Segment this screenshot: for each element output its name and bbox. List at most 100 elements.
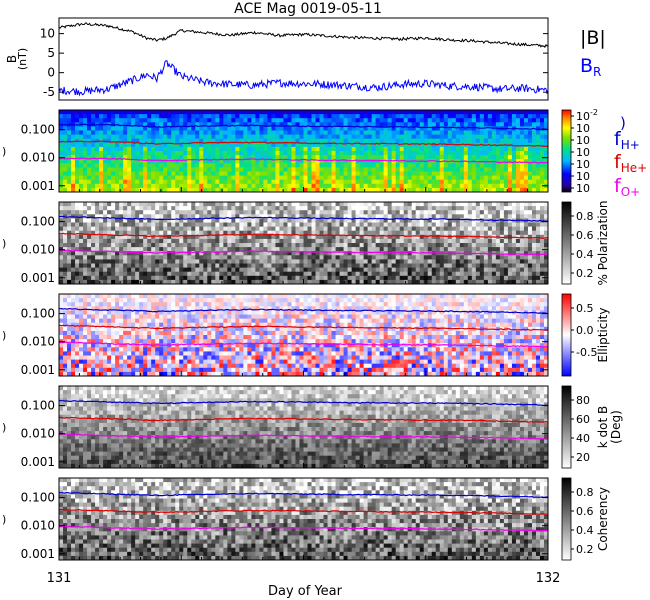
heatmap-cell xyxy=(335,130,341,136)
heatmap-cell xyxy=(119,222,124,228)
heatmap-cell xyxy=(539,279,545,285)
heatmap-cell xyxy=(531,279,537,285)
heatmap-cell xyxy=(403,255,409,260)
heatmap-cell xyxy=(135,234,140,240)
heatmap-cell xyxy=(383,218,389,223)
heatmap-cell xyxy=(143,279,148,285)
heatmap-cell xyxy=(195,171,200,177)
heatmap-cell xyxy=(503,247,509,252)
heatmap-cell xyxy=(407,206,413,211)
heatmap-cell xyxy=(319,222,325,228)
heatmap-cell xyxy=(239,267,244,273)
heatmap-cell xyxy=(367,151,373,156)
heatmap-cell xyxy=(515,259,521,264)
heatmap-cell xyxy=(499,275,505,281)
heatmap-cell xyxy=(235,230,240,236)
heatmap-cell xyxy=(143,171,148,177)
heatmap-cell xyxy=(175,234,180,240)
heatmap-cell xyxy=(75,234,80,240)
heatmap-cell xyxy=(195,230,200,236)
heatmap-cell xyxy=(519,167,525,172)
heatmap-cell xyxy=(323,234,329,240)
heatmap-cell xyxy=(463,175,469,181)
heatmap-cell xyxy=(359,175,365,181)
y-tick-label: 0.010 xyxy=(21,151,55,165)
heatmap-cell xyxy=(523,175,529,181)
heatmap-cell xyxy=(311,238,317,244)
heatmap-cell xyxy=(295,247,300,252)
heatmap-cell xyxy=(391,138,397,144)
heatmap-cell xyxy=(391,279,397,285)
heatmap-cell xyxy=(515,183,521,189)
heatmap-cell xyxy=(175,175,180,181)
heatmap-cell xyxy=(475,126,481,131)
heatmap-cell xyxy=(311,151,317,156)
heatmap-cell xyxy=(255,151,260,156)
heatmap-cell xyxy=(343,222,349,228)
heatmap-cell xyxy=(267,259,272,264)
heatmap-cell xyxy=(299,214,304,219)
heatmap-cell xyxy=(299,226,304,232)
heatmap-cell xyxy=(387,206,393,211)
heatmap-cell xyxy=(455,238,461,244)
heatmap-cell xyxy=(511,210,517,215)
heatmap-cell xyxy=(79,114,84,119)
heatmap-cell xyxy=(131,118,136,123)
heatmap-cell xyxy=(327,255,333,260)
heatmap-cell xyxy=(355,179,361,185)
heatmap-cell xyxy=(427,243,433,248)
heatmap-cell xyxy=(223,271,228,277)
heatmap-cell xyxy=(259,222,264,228)
heatmap-cell xyxy=(227,267,232,273)
heatmap-cell xyxy=(59,263,64,269)
heatmap-cell xyxy=(295,126,300,131)
heatmap-cell xyxy=(507,118,513,123)
heatmap-cell xyxy=(219,155,224,160)
heatmap-cell xyxy=(527,234,533,240)
heatmap-cell xyxy=(231,206,236,211)
heatmap-cell xyxy=(279,214,284,219)
heatmap-cell xyxy=(295,187,300,193)
heatmap-cell xyxy=(263,163,268,168)
heatmap-cell xyxy=(395,279,401,285)
heatmap-cell xyxy=(239,238,244,244)
heatmap-cell xyxy=(211,218,216,223)
heatmap-cell xyxy=(531,118,537,123)
heatmap-cell xyxy=(311,279,317,285)
heatmap-cell xyxy=(287,142,292,148)
heatmap-cell xyxy=(351,146,357,152)
heatmap-cell xyxy=(99,263,104,269)
heatmap-cell xyxy=(87,126,92,131)
heatmap-cell xyxy=(119,238,124,244)
heatmap-cell xyxy=(355,275,361,281)
heatmap-cell xyxy=(259,187,264,193)
heatmap-cell xyxy=(387,259,393,264)
heatmap-cell xyxy=(187,279,192,285)
heatmap-cell xyxy=(195,126,200,131)
heatmap-cell xyxy=(183,202,188,207)
heatmap-cell xyxy=(483,138,489,144)
heatmap-cell xyxy=(427,130,433,136)
heatmap-cell xyxy=(363,263,369,269)
heatmap-cell xyxy=(247,202,252,207)
heatmap-cell xyxy=(531,275,537,281)
heatmap-cell xyxy=(359,202,365,207)
heatmap-cell xyxy=(155,110,160,115)
heatmap-cell xyxy=(115,230,120,236)
heatmap-cell xyxy=(419,183,425,189)
heatmap-cell xyxy=(307,210,313,215)
heatmap-cell xyxy=(299,167,304,172)
heatmap-cell xyxy=(423,206,429,211)
heatmap-cell xyxy=(175,271,180,277)
heatmap-cell xyxy=(343,187,349,193)
heatmap-cell xyxy=(63,151,68,156)
heatmap-cell xyxy=(159,218,164,223)
heatmap-cell xyxy=(507,263,513,269)
heatmap-cell xyxy=(143,226,148,232)
heatmap-cell xyxy=(343,151,349,156)
heatmap-cell xyxy=(227,202,232,207)
heatmap-cell xyxy=(439,118,445,123)
heatmap-cell xyxy=(367,202,373,207)
